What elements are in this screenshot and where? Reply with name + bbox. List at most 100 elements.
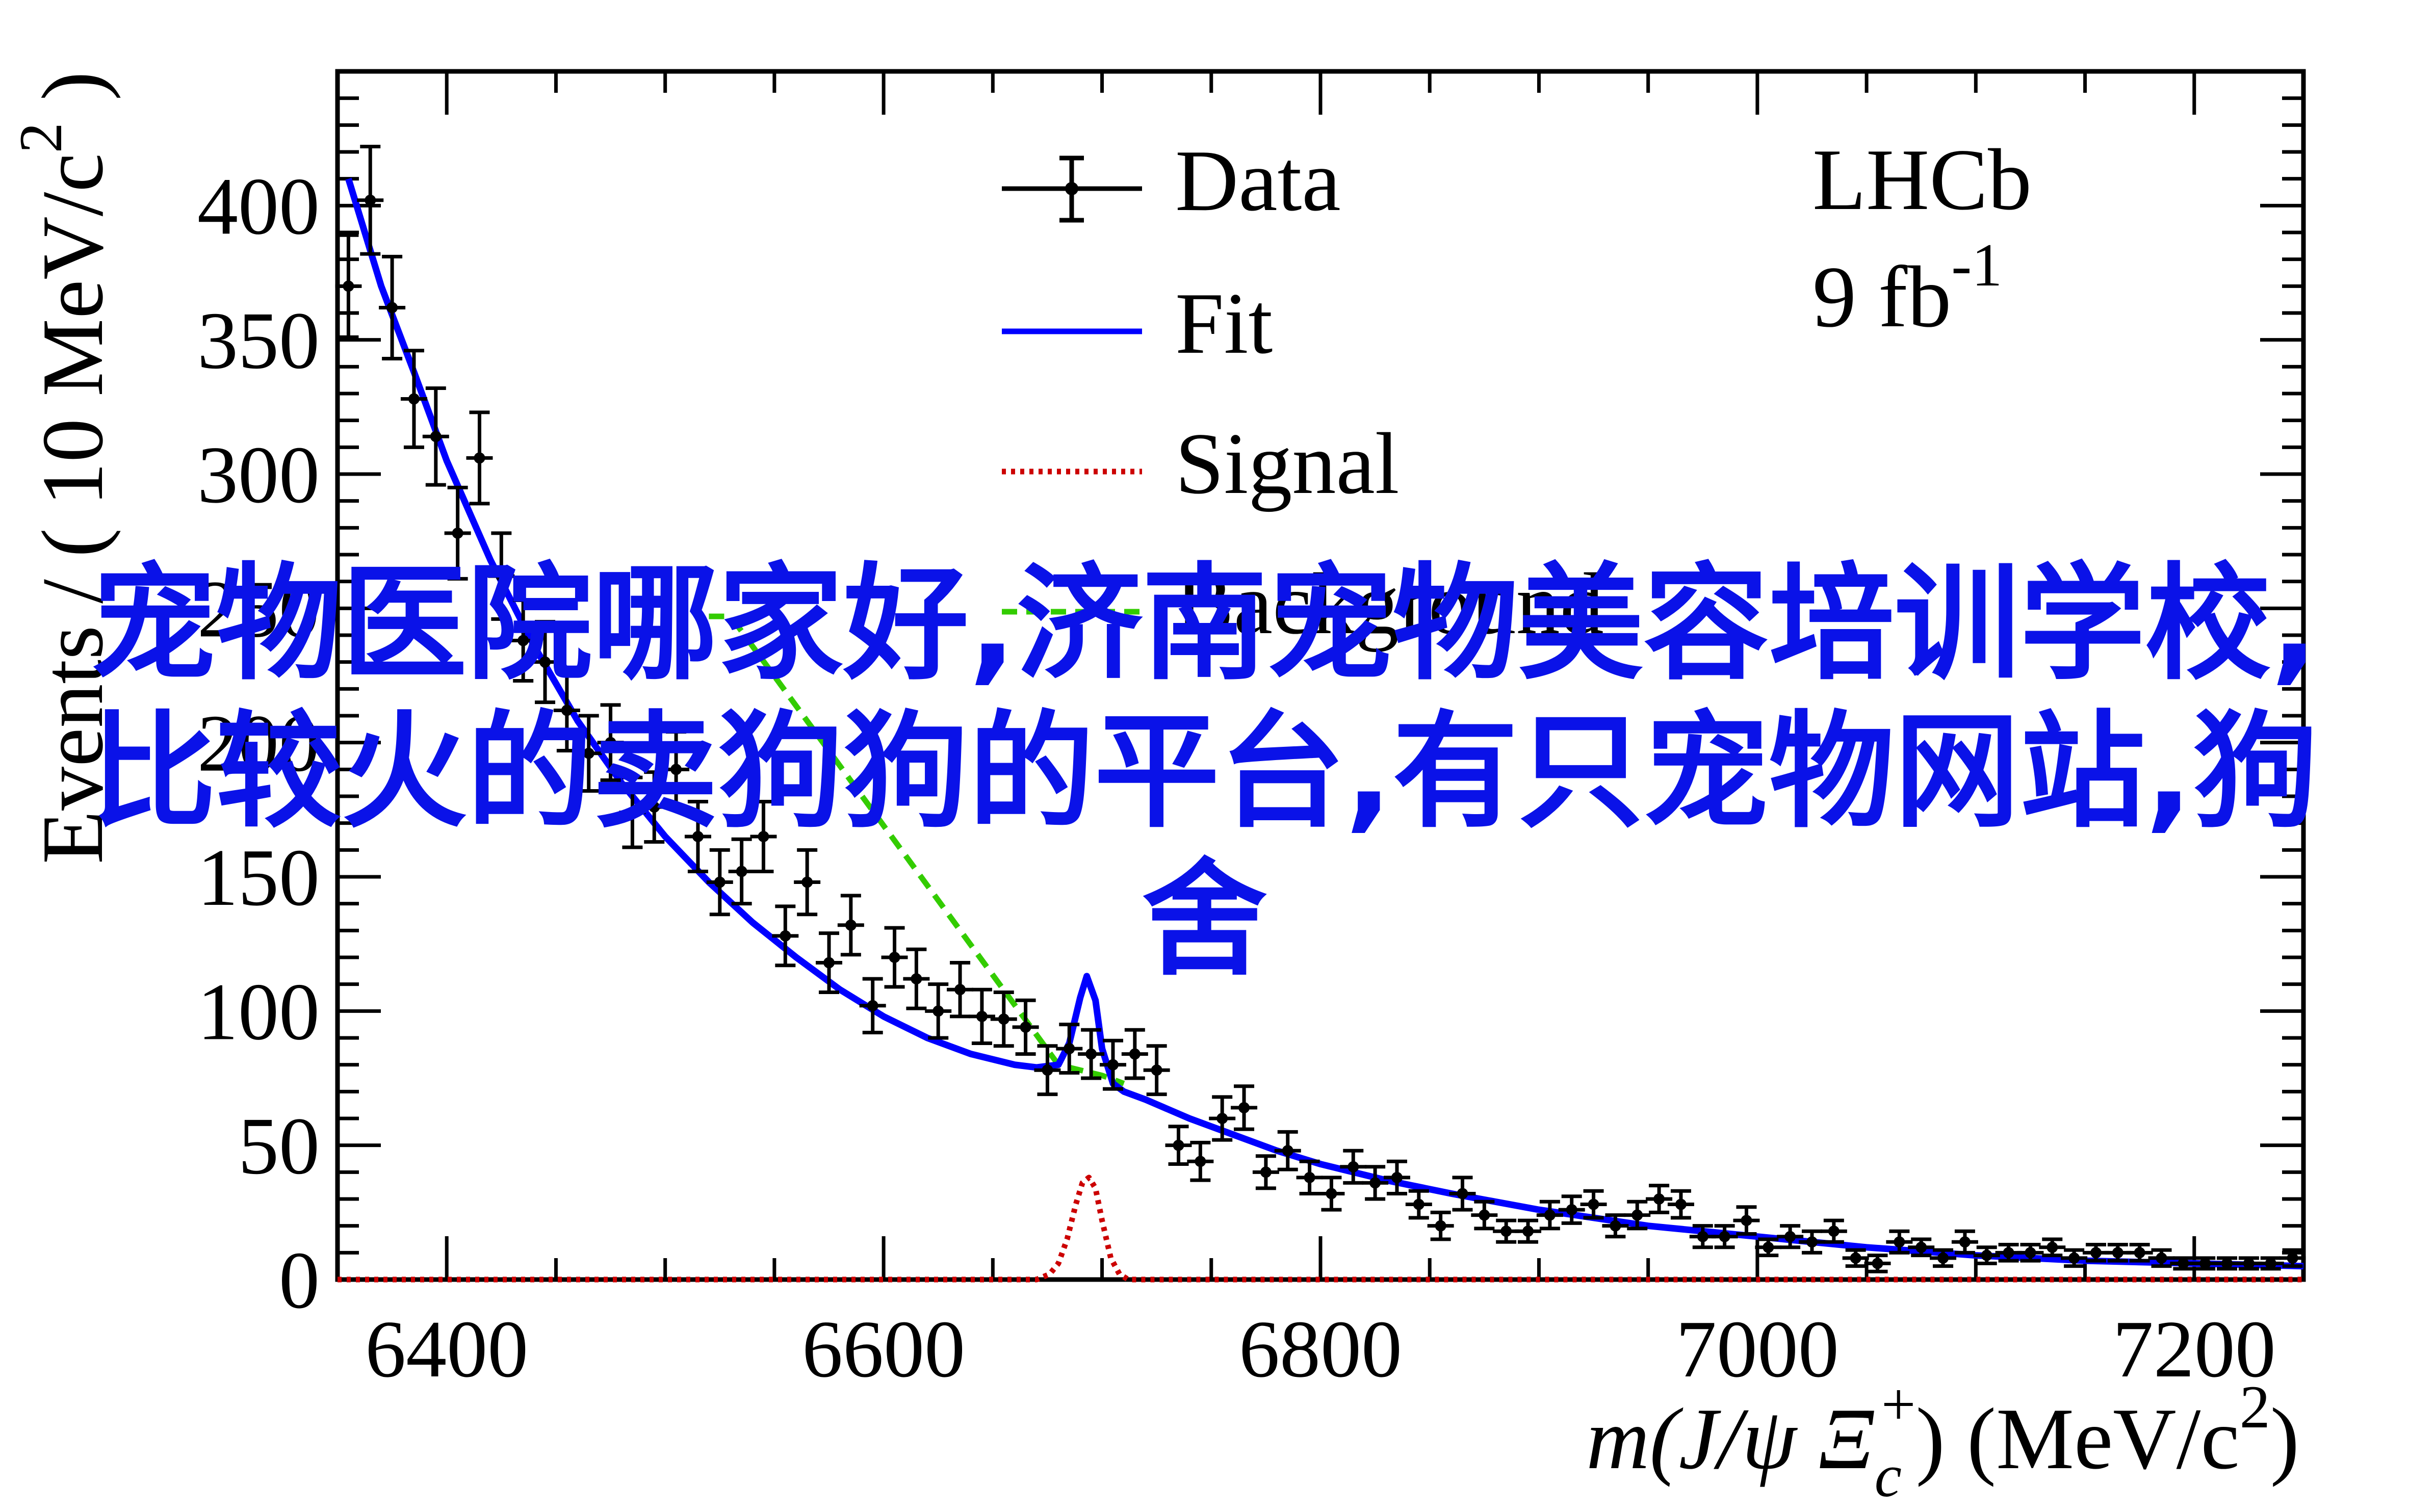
tick-labels: 6400 6600 6800 7000 7200 0 50 100 150 200 250 300 35… <box>197 161 2276 1394</box>
data-point <box>1056 1023 1083 1075</box>
data-point <box>335 233 362 339</box>
data-point <box>1908 1237 1935 1258</box>
data-marker <box>1282 1145 1293 1157</box>
y-tick-label: 250 <box>197 563 320 654</box>
plot-border <box>335 69 2306 1282</box>
plot-frame <box>335 69 2306 1282</box>
data-point <box>510 598 537 683</box>
data-marker <box>1457 1188 1468 1200</box>
data-point <box>1405 1189 1432 1220</box>
data-marker <box>1981 1249 1992 1261</box>
data-point <box>2126 1243 2153 1263</box>
data-marker <box>2156 1252 2167 1264</box>
data-marker <box>1391 1171 1403 1183</box>
data-point <box>925 982 952 1040</box>
legend: Data Fit Signal Background <box>1002 133 1604 653</box>
data-point <box>379 254 406 361</box>
data-point <box>706 848 733 917</box>
data-point <box>1951 1229 1978 1255</box>
data-point <box>772 904 799 968</box>
data-marker <box>692 831 704 842</box>
data-marker <box>1631 1209 1643 1221</box>
data-marker <box>1828 1226 1840 1237</box>
data-marker <box>627 806 638 818</box>
data-marker <box>1129 1048 1141 1060</box>
data-point <box>1318 1176 1345 1212</box>
data-marker <box>2112 1247 2123 1259</box>
data-point <box>1624 1200 1651 1231</box>
data-point <box>444 485 471 581</box>
data-marker <box>2178 1258 2189 1269</box>
data-point <box>488 531 515 621</box>
data-marker <box>2047 1241 2058 1253</box>
data-marker <box>670 764 682 775</box>
signal-curve <box>338 1175 2303 1283</box>
data-marker <box>2287 1252 2298 1264</box>
data-marker <box>1763 1241 1774 1253</box>
data-marker <box>539 656 551 668</box>
data-marker <box>2003 1247 2014 1259</box>
data-marker <box>452 527 463 539</box>
curves <box>338 177 2304 1283</box>
data-marker <box>1610 1220 1621 1232</box>
y-tick-label: 350 <box>197 295 320 386</box>
data-marker <box>2221 1258 2233 1269</box>
data-marker <box>1326 1188 1337 1200</box>
data-point <box>794 848 821 917</box>
data-marker <box>343 280 354 292</box>
data-marker <box>365 194 376 206</box>
data-point <box>553 668 580 752</box>
data-point <box>357 144 384 256</box>
data-marker <box>998 1013 1009 1025</box>
data-point <box>2279 1248 2306 1268</box>
data-point <box>881 926 908 989</box>
experiment-label: LHCb <box>1812 132 2032 228</box>
data-point <box>859 977 886 1034</box>
data-marker <box>1195 1156 1206 1167</box>
data-marker <box>1042 1064 1053 1076</box>
data-marker <box>976 1010 988 1022</box>
data-point <box>990 990 1017 1048</box>
y-tick-label: 100 <box>197 966 320 1057</box>
data-marker <box>911 973 922 985</box>
data-point <box>1252 1154 1279 1190</box>
data-marker <box>780 930 791 942</box>
data-point <box>2017 1243 2044 1263</box>
data-marker <box>845 919 857 931</box>
data-point <box>1231 1084 1258 1131</box>
data-marker <box>517 635 529 646</box>
data-point <box>1143 1044 1170 1097</box>
data-point <box>1580 1189 1607 1220</box>
y-tick-label: 0 <box>279 1235 320 1325</box>
data-point <box>400 349 427 449</box>
luminosity-label: 9 fb-1 <box>1812 231 2002 346</box>
data-marker <box>736 866 747 877</box>
data-marker <box>867 1000 878 1011</box>
fit-curve <box>345 177 2304 1270</box>
y-tick-label: 400 <box>197 161 320 251</box>
data-marker <box>1085 1048 1097 1060</box>
data-marker <box>430 431 442 442</box>
data-point <box>728 837 755 906</box>
data-marker <box>1588 1198 1599 1210</box>
data-marker <box>474 452 485 464</box>
data-point <box>1820 1218 1847 1244</box>
data-marker <box>649 801 660 813</box>
data-point <box>1012 998 1039 1056</box>
data-point <box>1449 1176 1476 1212</box>
data-point <box>1842 1248 1869 1268</box>
data-point <box>1733 1205 1760 1236</box>
data-marker <box>2068 1252 2080 1264</box>
data-point <box>816 931 842 994</box>
data-point <box>1930 1248 1957 1268</box>
data-marker <box>605 737 616 748</box>
legend-entry-fit: Fit <box>1002 275 1273 372</box>
data-point <box>575 714 602 793</box>
data-point <box>1296 1159 1323 1195</box>
data-point <box>1864 1254 1891 1273</box>
data-point <box>2148 1248 2175 1268</box>
data-marker <box>2199 1258 2211 1269</box>
data-point <box>1973 1245 2000 1265</box>
legend-label-data: Data <box>1175 133 1341 229</box>
